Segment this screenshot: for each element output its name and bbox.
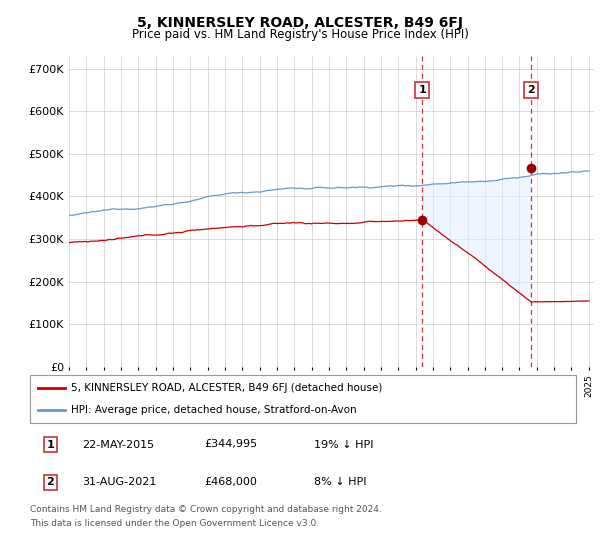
Text: £468,000: £468,000 xyxy=(205,477,257,487)
Text: 2: 2 xyxy=(527,85,535,95)
Text: 8% ↓ HPI: 8% ↓ HPI xyxy=(314,477,367,487)
Text: Contains HM Land Registry data © Crown copyright and database right 2024.: Contains HM Land Registry data © Crown c… xyxy=(30,505,382,514)
Text: This data is licensed under the Open Government Licence v3.0.: This data is licensed under the Open Gov… xyxy=(30,519,319,528)
Text: 22-MAY-2015: 22-MAY-2015 xyxy=(82,440,154,450)
Text: 1: 1 xyxy=(46,440,54,450)
Text: 1: 1 xyxy=(418,85,426,95)
Text: £344,995: £344,995 xyxy=(205,440,258,450)
Text: HPI: Average price, detached house, Stratford-on-Avon: HPI: Average price, detached house, Stra… xyxy=(71,405,356,415)
Text: 31-AUG-2021: 31-AUG-2021 xyxy=(82,477,156,487)
Text: 19% ↓ HPI: 19% ↓ HPI xyxy=(314,440,373,450)
Text: 5, KINNERSLEY ROAD, ALCESTER, B49 6FJ (detached house): 5, KINNERSLEY ROAD, ALCESTER, B49 6FJ (d… xyxy=(71,383,382,393)
Text: 5, KINNERSLEY ROAD, ALCESTER, B49 6FJ: 5, KINNERSLEY ROAD, ALCESTER, B49 6FJ xyxy=(137,16,463,30)
Text: 2: 2 xyxy=(46,477,54,487)
Text: Price paid vs. HM Land Registry's House Price Index (HPI): Price paid vs. HM Land Registry's House … xyxy=(131,28,469,41)
